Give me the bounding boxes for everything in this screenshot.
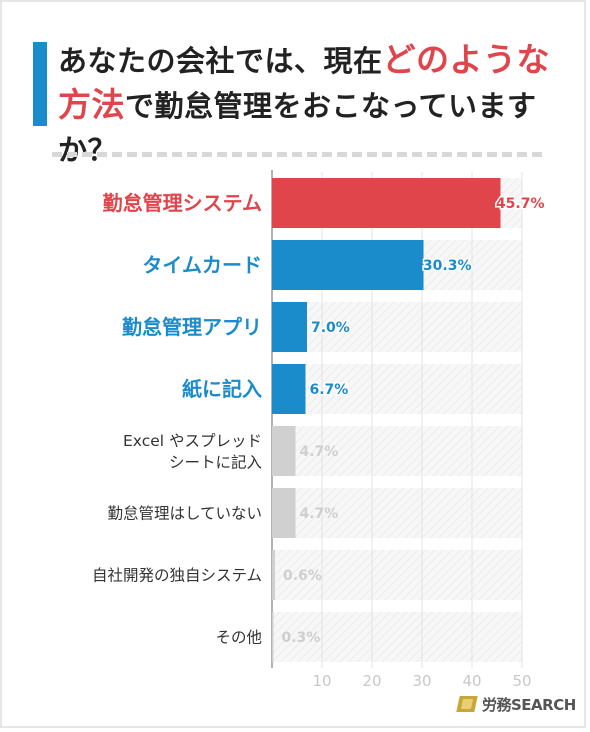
value-label: 30.3% <box>423 258 472 274</box>
chart-title: あなたの会社では、現在どのような 方法で勤怠管理をおこなっていますか？ <box>58 38 568 172</box>
category-label: 自社開発の独自システム <box>92 567 262 585</box>
category-label: タイムカード <box>142 253 262 277</box>
value-label: 4.7% <box>300 444 339 460</box>
title-highlight2: 方法 <box>58 85 125 124</box>
bar <box>272 488 296 538</box>
category-label: 勤怠管理アプリ <box>122 315 262 339</box>
value-label: 6.7% <box>310 382 349 398</box>
brand-logo: 労務SEARCH <box>456 694 576 714</box>
row-background <box>272 364 522 414</box>
value-label: 0.3% <box>282 630 321 646</box>
row-background <box>272 550 522 600</box>
value-label: 0.6% <box>283 568 322 584</box>
row-background <box>272 488 522 538</box>
logo-icon <box>456 696 478 712</box>
logo-text: 労務SEARCH <box>482 695 576 714</box>
title-part1: あなたの会社では、現在 <box>58 44 383 78</box>
category-label: 紙に記入 <box>182 377 262 401</box>
value-label: 7.0% <box>311 320 350 336</box>
title-divider <box>52 152 542 157</box>
bar <box>272 612 274 662</box>
value-label: 45.7% <box>496 196 545 212</box>
bar <box>272 364 306 414</box>
x-tick-label: 20 <box>362 672 381 690</box>
category-label: 勤怠管理はしていない <box>107 505 262 523</box>
category-label: Excel やスプレッド <box>123 432 262 450</box>
row-background <box>272 612 522 662</box>
title-highlight1: どのような <box>382 40 551 79</box>
category-label: シートに記入 <box>169 453 262 471</box>
title-part2: で勤怠管理をおこなっていますか？ <box>58 89 537 167</box>
row-background <box>272 302 522 352</box>
x-tick-label: 30 <box>412 672 431 690</box>
title-accent-bar <box>33 42 47 126</box>
value-label: 4.7% <box>300 506 339 522</box>
category-label: 勤怠管理システム <box>103 191 262 215</box>
x-tick-label: 50 <box>512 672 531 690</box>
bar <box>272 426 296 476</box>
row-background <box>272 426 522 476</box>
bar <box>272 178 501 228</box>
x-tick-label: 10 <box>312 672 331 690</box>
bar <box>272 302 307 352</box>
bar <box>272 550 275 600</box>
bar <box>272 240 424 290</box>
x-tick-label: 40 <box>462 672 481 690</box>
category-label: その他 <box>215 629 262 647</box>
